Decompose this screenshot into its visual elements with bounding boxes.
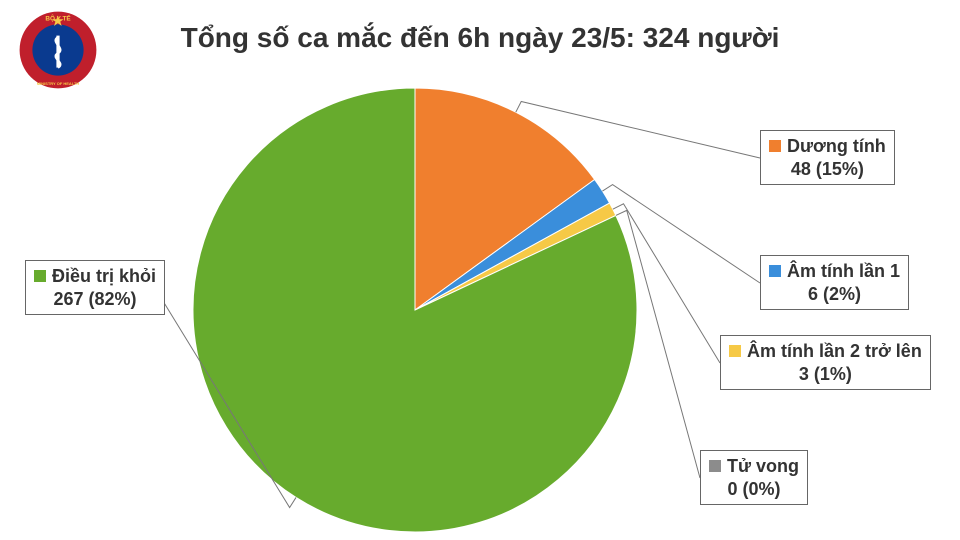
legend-swatch-tu_vong [709, 460, 721, 472]
label-name-am_tinh_1: Âm tính lần 1 [787, 261, 900, 281]
label-name-duong_tinh: Dương tính [787, 136, 886, 156]
label-value-duong_tinh: 48 (15%) [791, 159, 864, 179]
label-name-am_tinh_2: Âm tính lần 2 trở lên [747, 341, 922, 361]
label-tu_vong: Tử vong 0 (0%) [700, 450, 808, 505]
label-value-am_tinh_1: 6 (2%) [808, 284, 861, 304]
label-duong_tinh: Dương tính 48 (15%) [760, 130, 895, 185]
label-name-khoi: Điều trị khỏi [52, 266, 156, 286]
label-value-am_tinh_2: 3 (1%) [799, 364, 852, 384]
label-value-tu_vong: 0 (0%) [728, 479, 781, 499]
label-value-khoi: 267 (82%) [53, 289, 136, 309]
label-name-tu_vong: Tử vong [727, 456, 799, 476]
legend-swatch-duong_tinh [769, 140, 781, 152]
legend-swatch-am_tinh_2 [729, 345, 741, 357]
label-khoi: Điều trị khỏi 267 (82%) [25, 260, 165, 315]
legend-swatch-khoi [34, 270, 46, 282]
legend-swatch-am_tinh_1 [769, 265, 781, 277]
label-am_tinh_2: Âm tính lần 2 trở lên 3 (1%) [720, 335, 931, 390]
label-am_tinh_1: Âm tính lần 1 6 (2%) [760, 255, 909, 310]
